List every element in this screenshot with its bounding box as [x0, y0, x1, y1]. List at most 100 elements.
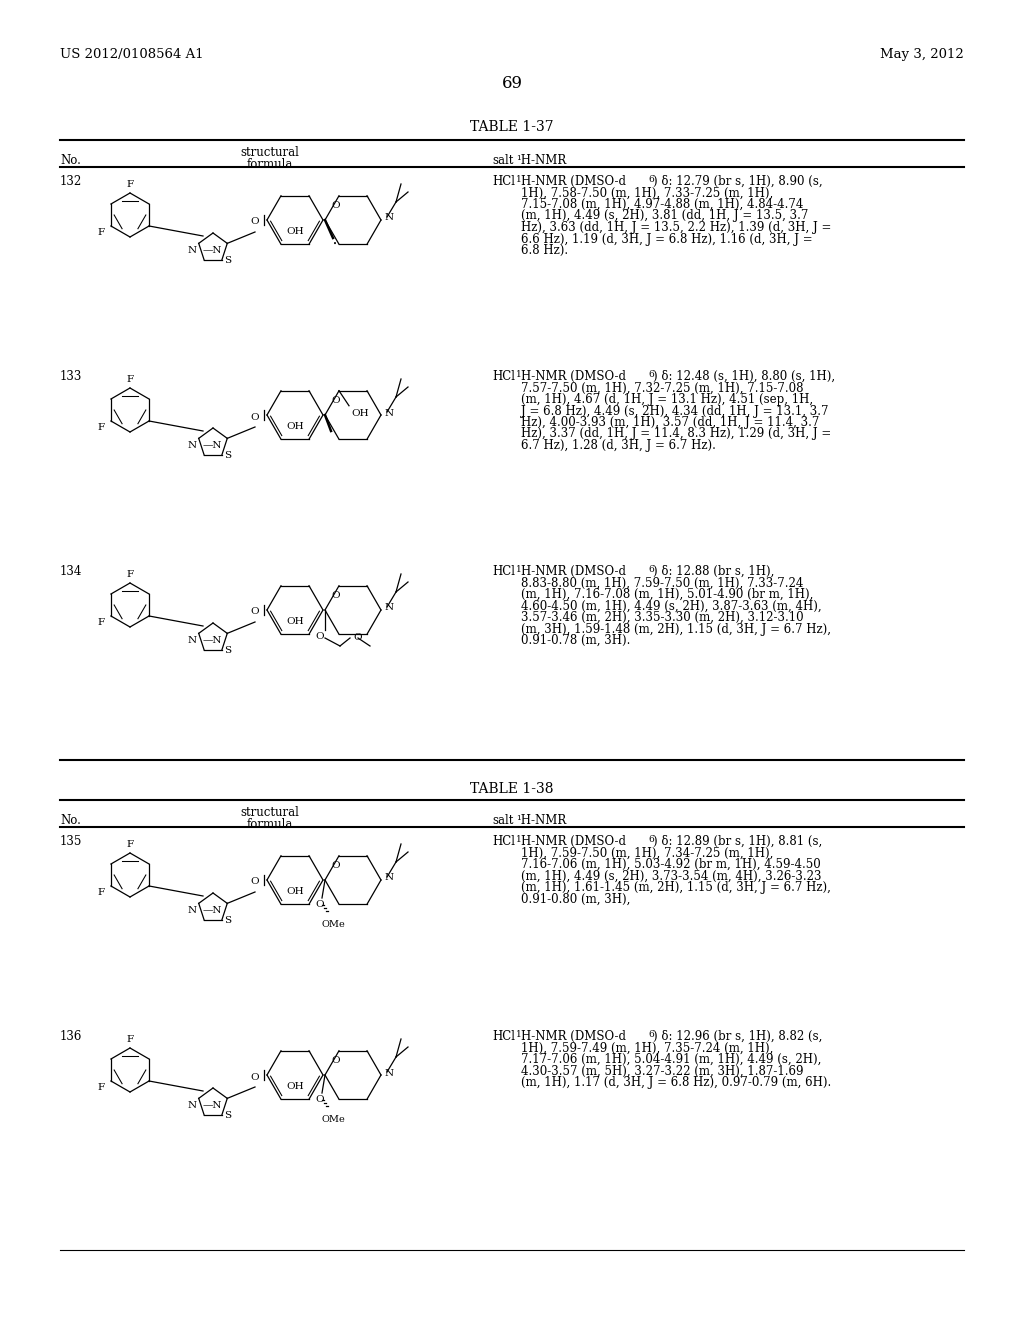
- Text: (m, 1H), 1.17 (d, 3H, J = 6.8 Hz), 0.97-0.79 (m, 6H).: (m, 1H), 1.17 (d, 3H, J = 6.8 Hz), 0.97-…: [521, 1076, 831, 1089]
- Text: O: O: [331, 201, 340, 210]
- Text: ¹H-NMR: ¹H-NMR: [516, 814, 566, 828]
- Text: •: •: [333, 240, 337, 248]
- Text: H-NMR (DMSO-d: H-NMR (DMSO-d: [521, 565, 626, 578]
- Text: 135: 135: [60, 836, 82, 847]
- Text: ) δ: 12.96 (br s, 1H), 8.82 (s,: ) δ: 12.96 (br s, 1H), 8.82 (s,: [653, 1030, 822, 1043]
- Text: O: O: [251, 218, 259, 227]
- Text: (m, 1H), 4.67 (d, 1H, J = 13.1 Hz), 4.51 (sep, 1H,: (m, 1H), 4.67 (d, 1H, J = 13.1 Hz), 4.51…: [521, 393, 813, 407]
- Text: 6.7 Hz), 1.28 (d, 3H, J = 6.7 Hz).: 6.7 Hz), 1.28 (d, 3H, J = 6.7 Hz).: [521, 440, 716, 451]
- Text: S: S: [224, 450, 231, 459]
- Text: 4.60-4.50 (m, 1H), 4.49 (s, 2H), 3.87-3.63 (m, 4H),: 4.60-4.50 (m, 1H), 4.49 (s, 2H), 3.87-3.…: [521, 599, 821, 612]
- Text: N: N: [385, 603, 394, 612]
- Text: 133: 133: [60, 370, 82, 383]
- Text: OMe: OMe: [322, 1115, 345, 1125]
- Text: —N: —N: [203, 1101, 222, 1110]
- Text: 1: 1: [516, 836, 522, 843]
- Text: 6: 6: [648, 176, 653, 183]
- Text: 1: 1: [516, 370, 522, 379]
- Text: 6.8 Hz).: 6.8 Hz).: [521, 244, 568, 257]
- Text: N: N: [385, 408, 394, 417]
- Text: —N: —N: [203, 247, 222, 255]
- Text: ) δ: 12.89 (br s, 1H), 8.81 (s,: ) δ: 12.89 (br s, 1H), 8.81 (s,: [653, 836, 822, 847]
- Text: F: F: [98, 422, 104, 432]
- Text: F: F: [98, 228, 104, 238]
- Text: (m, 1H), 7.16-7.08 (m, 1H), 5.01-4.90 (br m, 1H),: (m, 1H), 7.16-7.08 (m, 1H), 5.01-4.90 (b…: [521, 587, 813, 601]
- Text: O: O: [251, 607, 259, 616]
- Text: TABLE 1-38: TABLE 1-38: [470, 781, 554, 796]
- Text: formula: formula: [247, 158, 293, 172]
- Text: structural: structural: [241, 807, 299, 818]
- Text: 134: 134: [60, 565, 82, 578]
- Text: 6: 6: [648, 836, 653, 843]
- Text: No.: No.: [60, 154, 81, 168]
- Text: O: O: [331, 861, 340, 870]
- Text: (m, 1H), 1.61-1.45 (m, 2H), 1.15 (d, 3H, J = 6.7 Hz),: (m, 1H), 1.61-1.45 (m, 2H), 1.15 (d, 3H,…: [521, 880, 830, 894]
- Text: N: N: [385, 214, 394, 223]
- Text: H-NMR (DMSO-d: H-NMR (DMSO-d: [521, 176, 626, 187]
- Text: US 2012/0108564 A1: US 2012/0108564 A1: [60, 48, 204, 61]
- Text: 7.15-7.08 (m, 1H), 4.97-4.88 (m, 1H), 4.84-4.74: 7.15-7.08 (m, 1H), 4.97-4.88 (m, 1H), 4.…: [521, 198, 804, 211]
- Text: 6: 6: [648, 1030, 653, 1039]
- Text: O: O: [251, 412, 259, 421]
- Text: HCl: HCl: [492, 176, 515, 187]
- Text: O: O: [331, 396, 340, 405]
- Text: 7.17-7.06 (m, 1H), 5.04-4.91 (m, 1H), 4.49 (s, 2H),: 7.17-7.06 (m, 1H), 5.04-4.91 (m, 1H), 4.…: [521, 1053, 821, 1067]
- Text: OH: OH: [287, 887, 304, 896]
- Text: N: N: [385, 1068, 394, 1077]
- Text: F: F: [126, 180, 133, 189]
- Text: F: F: [126, 375, 133, 384]
- Text: O: O: [331, 591, 340, 601]
- Text: O: O: [251, 878, 259, 887]
- Text: —N: —N: [203, 441, 222, 450]
- Text: OH: OH: [287, 422, 304, 432]
- Text: 132: 132: [60, 176, 82, 187]
- Text: 0.91-0.80 (m, 3H),: 0.91-0.80 (m, 3H),: [521, 892, 631, 906]
- Text: O: O: [353, 634, 361, 643]
- Text: May 3, 2012: May 3, 2012: [881, 48, 964, 61]
- Text: F: F: [98, 1082, 104, 1092]
- Text: O: O: [331, 1056, 340, 1065]
- Text: F: F: [126, 570, 133, 579]
- Text: OMe: OMe: [322, 920, 345, 929]
- Text: F: F: [98, 888, 104, 898]
- Text: S: S: [224, 645, 231, 655]
- Text: 4.30-3.57 (m, 5H), 3.27-3.22 (m, 3H), 1.87-1.69: 4.30-3.57 (m, 5H), 3.27-3.22 (m, 3H), 1.…: [521, 1064, 804, 1077]
- Text: formula: formula: [247, 818, 293, 832]
- Text: F: F: [126, 1035, 133, 1044]
- Text: H-NMR (DMSO-d: H-NMR (DMSO-d: [521, 1030, 626, 1043]
- Text: OH: OH: [351, 409, 369, 417]
- Text: salt: salt: [492, 814, 513, 828]
- Text: 1: 1: [516, 565, 522, 574]
- Text: N: N: [187, 441, 197, 450]
- Text: ) δ: 12.79 (br s, 1H), 8.90 (s,: ) δ: 12.79 (br s, 1H), 8.90 (s,: [653, 176, 822, 187]
- Text: 136: 136: [60, 1030, 82, 1043]
- Text: HCl: HCl: [492, 565, 515, 578]
- Text: Hz), 4.00-3.93 (m, 1H), 3.57 (dd, 1H, J = 11.4, 3.7: Hz), 4.00-3.93 (m, 1H), 3.57 (dd, 1H, J …: [521, 416, 819, 429]
- Text: OH: OH: [287, 618, 304, 626]
- Text: 6: 6: [648, 370, 653, 379]
- Text: OH: OH: [287, 1082, 304, 1092]
- Text: O: O: [315, 632, 325, 642]
- Text: —N: —N: [203, 907, 222, 915]
- Text: 3.57-3.46 (m, 2H), 3.35-3.30 (m, 2H), 3.12-3.10: 3.57-3.46 (m, 2H), 3.35-3.30 (m, 2H), 3.…: [521, 611, 804, 624]
- Text: O: O: [315, 900, 325, 909]
- Text: (m, 3H), 1.59-1.48 (m, 2H), 1.15 (d, 3H, J = 6.7 Hz),: (m, 3H), 1.59-1.48 (m, 2H), 1.15 (d, 3H,…: [521, 623, 831, 635]
- Text: (m, 1H), 4.49 (s, 2H), 3.73-3.54 (m, 4H), 3.26-3.23: (m, 1H), 4.49 (s, 2H), 3.73-3.54 (m, 4H)…: [521, 870, 821, 883]
- Text: N: N: [385, 874, 394, 883]
- Text: ¹H-NMR: ¹H-NMR: [516, 154, 566, 168]
- Text: 1H), 7.59-7.49 (m, 1H), 7.35-7.24 (m, 1H),: 1H), 7.59-7.49 (m, 1H), 7.35-7.24 (m, 1H…: [521, 1041, 773, 1055]
- Text: HCl: HCl: [492, 1030, 515, 1043]
- Text: O: O: [315, 1096, 325, 1104]
- Text: N: N: [187, 636, 197, 645]
- Text: salt: salt: [492, 154, 513, 168]
- Text: Hz), 3.37 (dd, 1H, J = 11.4, 8.3 Hz), 1.29 (d, 3H, J =: Hz), 3.37 (dd, 1H, J = 11.4, 8.3 Hz), 1.…: [521, 428, 831, 441]
- Text: HCl: HCl: [492, 370, 515, 383]
- Text: ) δ: 12.48 (s, 1H), 8.80 (s, 1H),: ) δ: 12.48 (s, 1H), 8.80 (s, 1H),: [653, 370, 836, 383]
- Text: structural: structural: [241, 147, 299, 158]
- Text: 1: 1: [516, 1030, 522, 1039]
- Text: F: F: [98, 618, 104, 627]
- Text: —N: —N: [203, 636, 222, 645]
- Text: O: O: [251, 1072, 259, 1081]
- Text: (m, 1H), 4.49 (s, 2H), 3.81 (dd, 1H, J = 13.5, 3.7: (m, 1H), 4.49 (s, 2H), 3.81 (dd, 1H, J =…: [521, 210, 808, 223]
- Text: 8.83-8.80 (m, 1H), 7.59-7.50 (m, 1H), 7.33-7.24: 8.83-8.80 (m, 1H), 7.59-7.50 (m, 1H), 7.…: [521, 577, 804, 590]
